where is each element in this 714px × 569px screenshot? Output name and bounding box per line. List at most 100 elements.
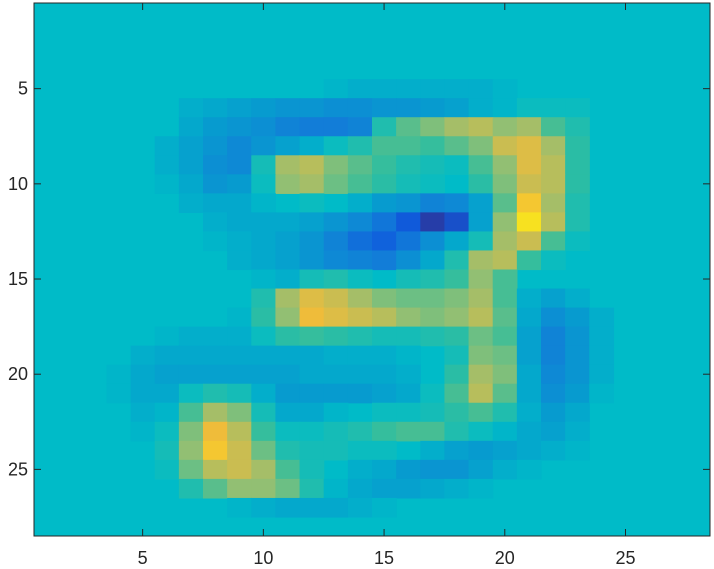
- heatmap-cell: [396, 155, 421, 175]
- heatmap-cell: [372, 440, 397, 461]
- heatmap-cell: [275, 269, 301, 290]
- heatmap-cell: [444, 421, 470, 442]
- heatmap-cell: [420, 269, 446, 290]
- heatmap-cell: [323, 364, 349, 385]
- heatmap-cell: [251, 174, 277, 194]
- heatmap-cell: [541, 174, 566, 194]
- heatmap-cell: [516, 212, 542, 233]
- heatmap-cell: [516, 326, 542, 347]
- heatmap-cell: [541, 155, 566, 175]
- heatmap-cell: [178, 364, 204, 385]
- heatmap-cell: [323, 345, 349, 366]
- heatmap-cell: [323, 269, 349, 290]
- heatmap-cell: [323, 98, 349, 118]
- heatmap-cell: [420, 250, 446, 271]
- heatmap-cell: [154, 326, 180, 347]
- heatmap-cell: [541, 288, 566, 309]
- y-tick-labels: 5 10 15 20 25: [8, 79, 28, 480]
- heatmap-cell: [203, 212, 228, 233]
- heatmap-cell: [347, 231, 373, 252]
- heatmap-cell: [565, 307, 590, 328]
- heatmap-cell: [299, 250, 325, 271]
- heatmap-cell: [589, 364, 615, 385]
- heatmap-cell: [541, 250, 566, 271]
- heatmap-cell: [516, 402, 542, 423]
- heatmap-cell: [275, 288, 301, 309]
- heatmap-cell: [275, 383, 301, 404]
- heatmap-cell: [396, 307, 421, 328]
- heatmap-cell: [396, 193, 421, 213]
- heatmap-cell: [130, 421, 156, 442]
- heatmap-cell: [444, 231, 470, 252]
- heatmap-cell: [299, 269, 325, 290]
- heatmap-cells: [34, 3, 710, 536]
- heatmap-cell: [444, 364, 470, 385]
- heatmap-cell: [444, 155, 470, 175]
- heatmap-cell: [323, 421, 349, 442]
- y-tick-label: 20: [8, 364, 28, 384]
- heatmap-cell: [420, 440, 446, 461]
- heatmap-cell: [203, 136, 228, 156]
- heatmap-cell: [347, 136, 373, 156]
- heatmap-cell: [251, 231, 277, 252]
- heatmap-cell: [444, 402, 470, 423]
- heatmap-cell: [492, 117, 518, 137]
- heatmap-cell: [299, 364, 325, 385]
- heatmap-cell: [468, 98, 494, 118]
- heatmap-cell: [299, 497, 325, 518]
- heatmap-cell: [299, 307, 325, 328]
- heatmap-cell: [396, 269, 421, 290]
- heatmap-cell: [516, 193, 542, 213]
- heatmap-cell: [420, 174, 446, 194]
- heatmap-cell: [323, 402, 349, 423]
- heatmap-cell: [323, 250, 349, 271]
- heatmap-cell: [492, 250, 518, 271]
- heatmap-cell: [541, 117, 566, 137]
- heatmap-cell: [492, 136, 518, 156]
- heatmap-cell: [251, 345, 277, 366]
- heatmap-cell: [541, 136, 566, 156]
- heatmap-cell: [468, 79, 494, 99]
- heatmap-cell: [130, 383, 156, 404]
- heatmap-cell: [396, 345, 421, 366]
- heatmap-cell: [154, 402, 180, 423]
- heatmap-cell: [203, 193, 228, 213]
- heatmap-cell: [516, 288, 542, 309]
- heatmap-cell: [251, 117, 277, 137]
- heatmap-cell: [589, 383, 615, 404]
- y-tick-label: 15: [8, 269, 28, 289]
- heatmap-cell: [251, 250, 277, 271]
- heatmap-cell: [444, 383, 470, 404]
- heatmap-cell: [178, 478, 204, 499]
- heatmap-cell: [420, 212, 446, 233]
- heatmap-cell: [541, 383, 566, 404]
- heatmap-cell: [396, 250, 421, 271]
- heatmap-cell: [203, 364, 228, 385]
- heatmap-cell: [589, 307, 615, 328]
- heatmap-cell: [516, 174, 542, 194]
- heatmap-cell: [492, 98, 518, 118]
- heatmap-cell: [396, 326, 421, 347]
- heatmap-cell: [154, 440, 180, 461]
- heatmap-cell: [130, 345, 156, 366]
- heatmap-cell: [154, 421, 180, 442]
- heatmap-cell: [541, 402, 566, 423]
- heatmap-cell: [468, 459, 494, 480]
- heatmap-cell: [299, 288, 325, 309]
- heatmap-cell: [372, 117, 397, 137]
- heatmap-cell: [227, 231, 252, 252]
- heatmap-cell: [227, 307, 252, 328]
- heatmap-cell: [323, 307, 349, 328]
- heatmap-cell: [396, 79, 421, 99]
- heatmap-cell: [106, 364, 132, 385]
- heatmap-cell: [178, 193, 204, 213]
- heatmap-cell: [492, 79, 518, 99]
- heatmap-cell: [178, 421, 204, 442]
- heatmap-cell: [227, 326, 252, 347]
- heatmap-cell: [251, 136, 277, 156]
- heatmap-cell: [372, 193, 397, 213]
- heatmap-cell: [492, 307, 518, 328]
- heatmap-cell: [227, 383, 252, 404]
- heatmap-cell: [106, 383, 132, 404]
